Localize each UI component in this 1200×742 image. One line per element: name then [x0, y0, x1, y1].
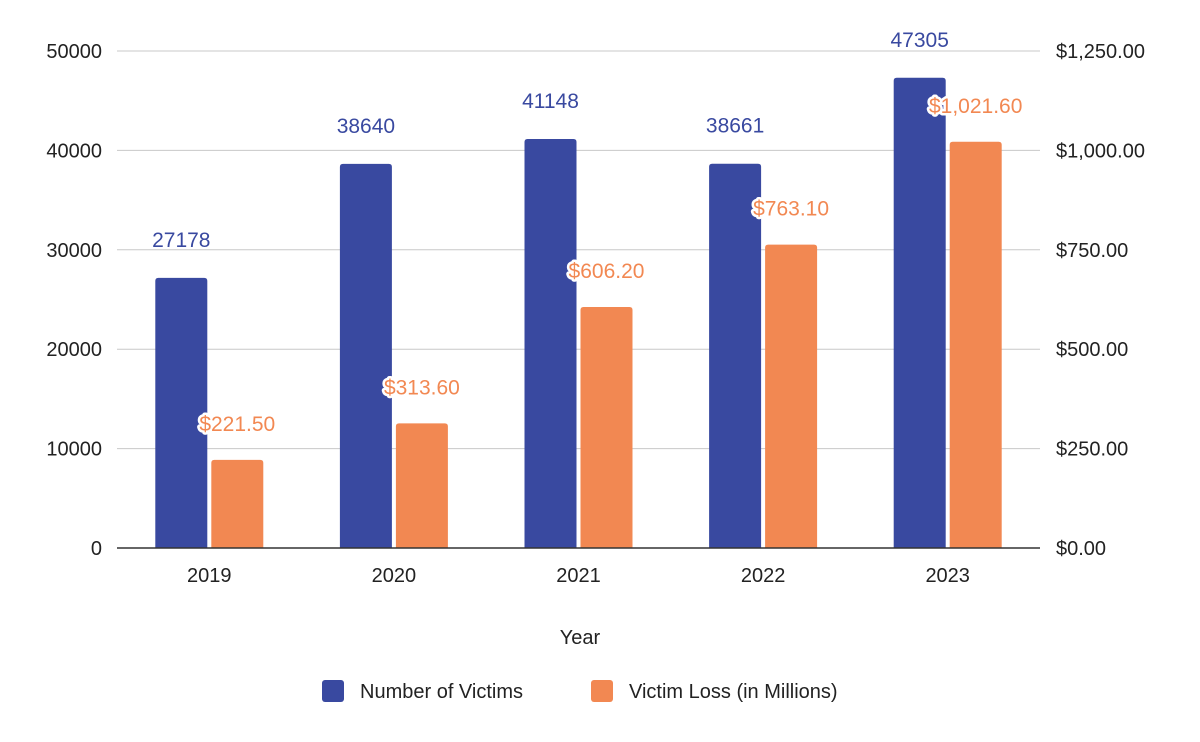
data-label-victim-loss: $763.10 [753, 198, 829, 221]
bar-victim-loss [765, 244, 818, 549]
bar-victim-loss [949, 141, 1002, 549]
x-tick-label: 2020 [372, 565, 417, 587]
y2-tick-label: $1,000.00 [1056, 140, 1145, 162]
data-label-victim-loss: $1,021.60 [929, 95, 1022, 118]
data-label-number-of-victims: 47305 [890, 29, 948, 52]
y-tick-label: 20000 [46, 339, 102, 361]
y-tick-label: 40000 [46, 140, 102, 162]
x-tick-label: 2019 [187, 565, 232, 587]
legend-label: Number of Victims [360, 681, 523, 703]
bar-number-of-victims [339, 163, 392, 548]
y2-tick-label: $750.00 [1056, 240, 1128, 262]
y-tick-label: 30000 [46, 240, 102, 262]
data-label-victim-loss: $221.50 [199, 413, 275, 436]
legend-label: Victim Loss (in Millions) [629, 681, 838, 703]
y2-tick-label: $0.00 [1056, 538, 1106, 560]
bar-number-of-victims [709, 163, 762, 548]
y2-tick-label: $250.00 [1056, 439, 1128, 461]
bar-number-of-victims [893, 77, 946, 548]
y2-tick-label: $500.00 [1056, 339, 1128, 361]
bar-number-of-victims [155, 277, 208, 548]
x-axis-title: Year [560, 627, 601, 649]
x-axis-ticks: 2019 2020 2021 2022 2023 [187, 565, 970, 587]
x-tick-label: 2022 [741, 565, 786, 587]
x-tick-label: 2021 [556, 565, 601, 587]
x-tick-label: 2023 [925, 565, 970, 587]
bar-victim-loss [211, 459, 264, 548]
data-label-number-of-victims: 27178 [152, 229, 210, 252]
legend-swatch [591, 680, 613, 702]
y-tick-label: 10000 [46, 439, 102, 461]
bar-victim-loss [395, 423, 448, 548]
data-label-number-of-victims: 38661 [706, 115, 764, 138]
data-label-victim-loss: $606.20 [569, 260, 645, 283]
bars [155, 77, 1002, 549]
legend-swatch [322, 680, 344, 702]
y-axis-left-ticks: 0 10000 20000 30000 40000 50000 [46, 41, 102, 560]
y2-tick-label: $1,250.00 [1056, 41, 1145, 63]
bar-victim-loss [580, 306, 633, 548]
gridlines [117, 50, 1040, 450]
data-label-number-of-victims: 38640 [337, 115, 395, 138]
bar-number-of-victims [524, 138, 577, 548]
data-label-number-of-victims: 41148 [522, 90, 579, 113]
y-tick-label: 0 [91, 538, 102, 560]
data-label-victim-loss: $313.60 [384, 376, 460, 399]
y-tick-label: 50000 [46, 41, 102, 63]
data-labels: 27178 $221.50 38640 $313.60 41148 $606.20 3866… [152, 29, 1025, 439]
legend: Number of Victims Victim Loss (in Million… [322, 680, 838, 703]
y-axis-right-ticks: $0.00 $250.00 $500.00 $750.00 $1,000.00 $1,25… [1056, 41, 1145, 560]
